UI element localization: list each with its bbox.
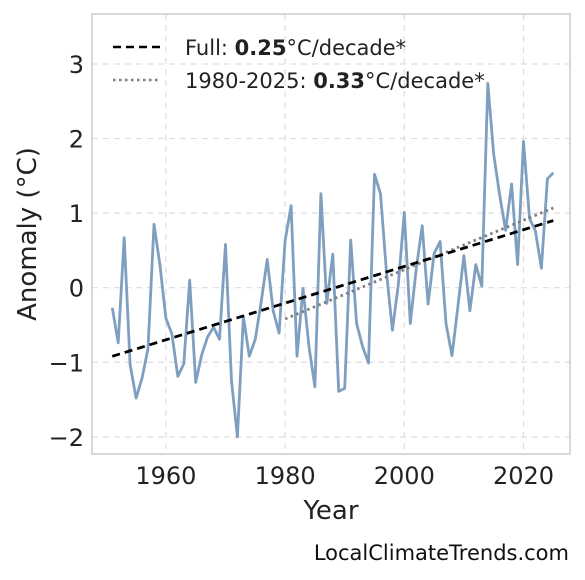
x-tick-label: 1960 bbox=[135, 462, 196, 490]
y-tick-label: −1 bbox=[49, 349, 84, 377]
plot-frame bbox=[91, 13, 571, 455]
tick-labels: 1960 1980 2000 2020 −2 −1 0 1 2 3 bbox=[49, 51, 554, 490]
x-tick-label: 1980 bbox=[255, 462, 316, 490]
series-layer bbox=[110, 82, 555, 439]
y-tick-label: −2 bbox=[49, 424, 84, 452]
legend-full-prefix: Full: bbox=[185, 36, 235, 60]
full-trend-line bbox=[111, 219, 554, 358]
trend-layer bbox=[111, 206, 554, 358]
legend-recent-trend-label: 1980-2025: 0.33°C/decade* bbox=[185, 69, 485, 93]
legend: Full: 0.25°C/decade* 1980-2025: 0.33°C/d… bbox=[113, 36, 485, 93]
legend-full-suffix: °C/decade* bbox=[287, 36, 407, 60]
anomaly-series-line bbox=[110, 82, 555, 439]
legend-recent-value: 0.33 bbox=[313, 69, 365, 93]
legend-recent-suffix: °C/decade* bbox=[365, 69, 485, 93]
y-tick-label: 2 bbox=[69, 126, 84, 154]
x-axis-label: Year bbox=[302, 496, 358, 526]
legend-recent-prefix: 1980-2025: bbox=[185, 69, 313, 93]
x-tick-label: 2000 bbox=[374, 462, 435, 490]
site-credit: LocalClimateTrends.com bbox=[314, 541, 569, 565]
x-tick-label: 2020 bbox=[493, 462, 554, 490]
y-tick-label: 3 bbox=[69, 51, 84, 79]
recent-trend-line bbox=[284, 206, 554, 321]
legend-full-value: 0.25 bbox=[235, 36, 287, 60]
y-tick-label: 1 bbox=[69, 200, 84, 228]
legend-full-trend-label: Full: 0.25°C/decade* bbox=[185, 36, 406, 60]
y-axis-label: Anomaly (°C) bbox=[13, 147, 43, 321]
y-tick-label: 0 bbox=[69, 275, 84, 303]
